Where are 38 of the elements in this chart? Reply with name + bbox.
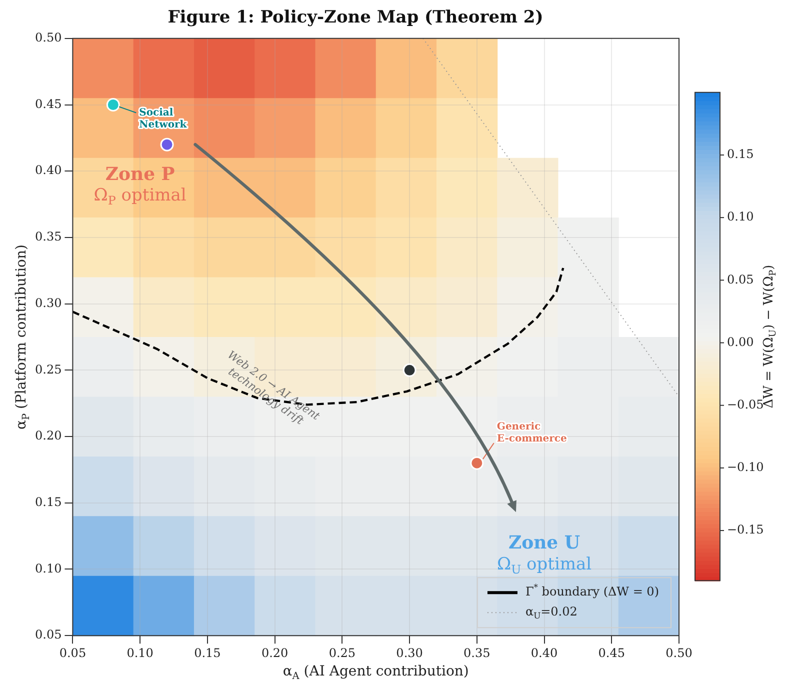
- y-tick-label: 0.40: [35, 163, 62, 178]
- x-tick-label: 0.50: [666, 646, 692, 660]
- y-tick-label: 0.05: [35, 628, 62, 642]
- y-tick-label: 0.10: [35, 561, 62, 576]
- x-tick-label: 0.25: [328, 646, 356, 660]
- x-tick-label: 0.30: [396, 646, 423, 660]
- color-bar-label: 0.00: [727, 334, 754, 349]
- annotation: Generic E-commerce: [496, 422, 567, 445]
- y-tick-label: 0.35: [35, 230, 62, 244]
- legend-label: Γ* boundary (ΔW = 0): [525, 582, 660, 599]
- color-bar-label: 0.05: [727, 272, 754, 286]
- y-axis-title: αP (Platform contribution): [14, 244, 32, 430]
- chart-title: Figure 1: Policy-Zone Map (Theorem 2): [168, 8, 544, 28]
- x-tick-label: 0.20: [261, 646, 288, 660]
- y-tick-label: 0.20: [35, 428, 62, 443]
- point: [160, 138, 174, 152]
- annotation: Zone P: [105, 164, 176, 185]
- color-bar-label: −0.05: [727, 397, 764, 412]
- y-tick-label: 0.30: [35, 296, 62, 310]
- annotation: Zone U: [508, 532, 580, 554]
- y-tick-label: 0.45: [35, 96, 62, 111]
- point: [470, 456, 484, 470]
- x-tick-label: 0.10: [126, 646, 154, 660]
- color-bar-label: 0.10: [727, 210, 754, 224]
- x-tick-label: 0.45: [598, 646, 625, 660]
- x-tick-label: 0.40: [530, 646, 558, 660]
- x-tick-label: 0.15: [194, 646, 221, 660]
- point: [106, 98, 120, 112]
- color-bar-label: −0.15: [727, 522, 764, 537]
- y-tick-label: 0.25: [35, 362, 62, 376]
- color-bar-label: −0.10: [727, 460, 764, 474]
- y-tick-label: 0.15: [35, 495, 62, 510]
- color-bar-label: 0.15: [727, 147, 754, 162]
- x-tick-label: 0.05: [59, 646, 86, 660]
- x-tick-label: 0.35: [464, 646, 490, 660]
- y-tick-label: 0.50: [35, 30, 62, 45]
- annotation: Social Network: [139, 107, 188, 130]
- point: [402, 363, 416, 377]
